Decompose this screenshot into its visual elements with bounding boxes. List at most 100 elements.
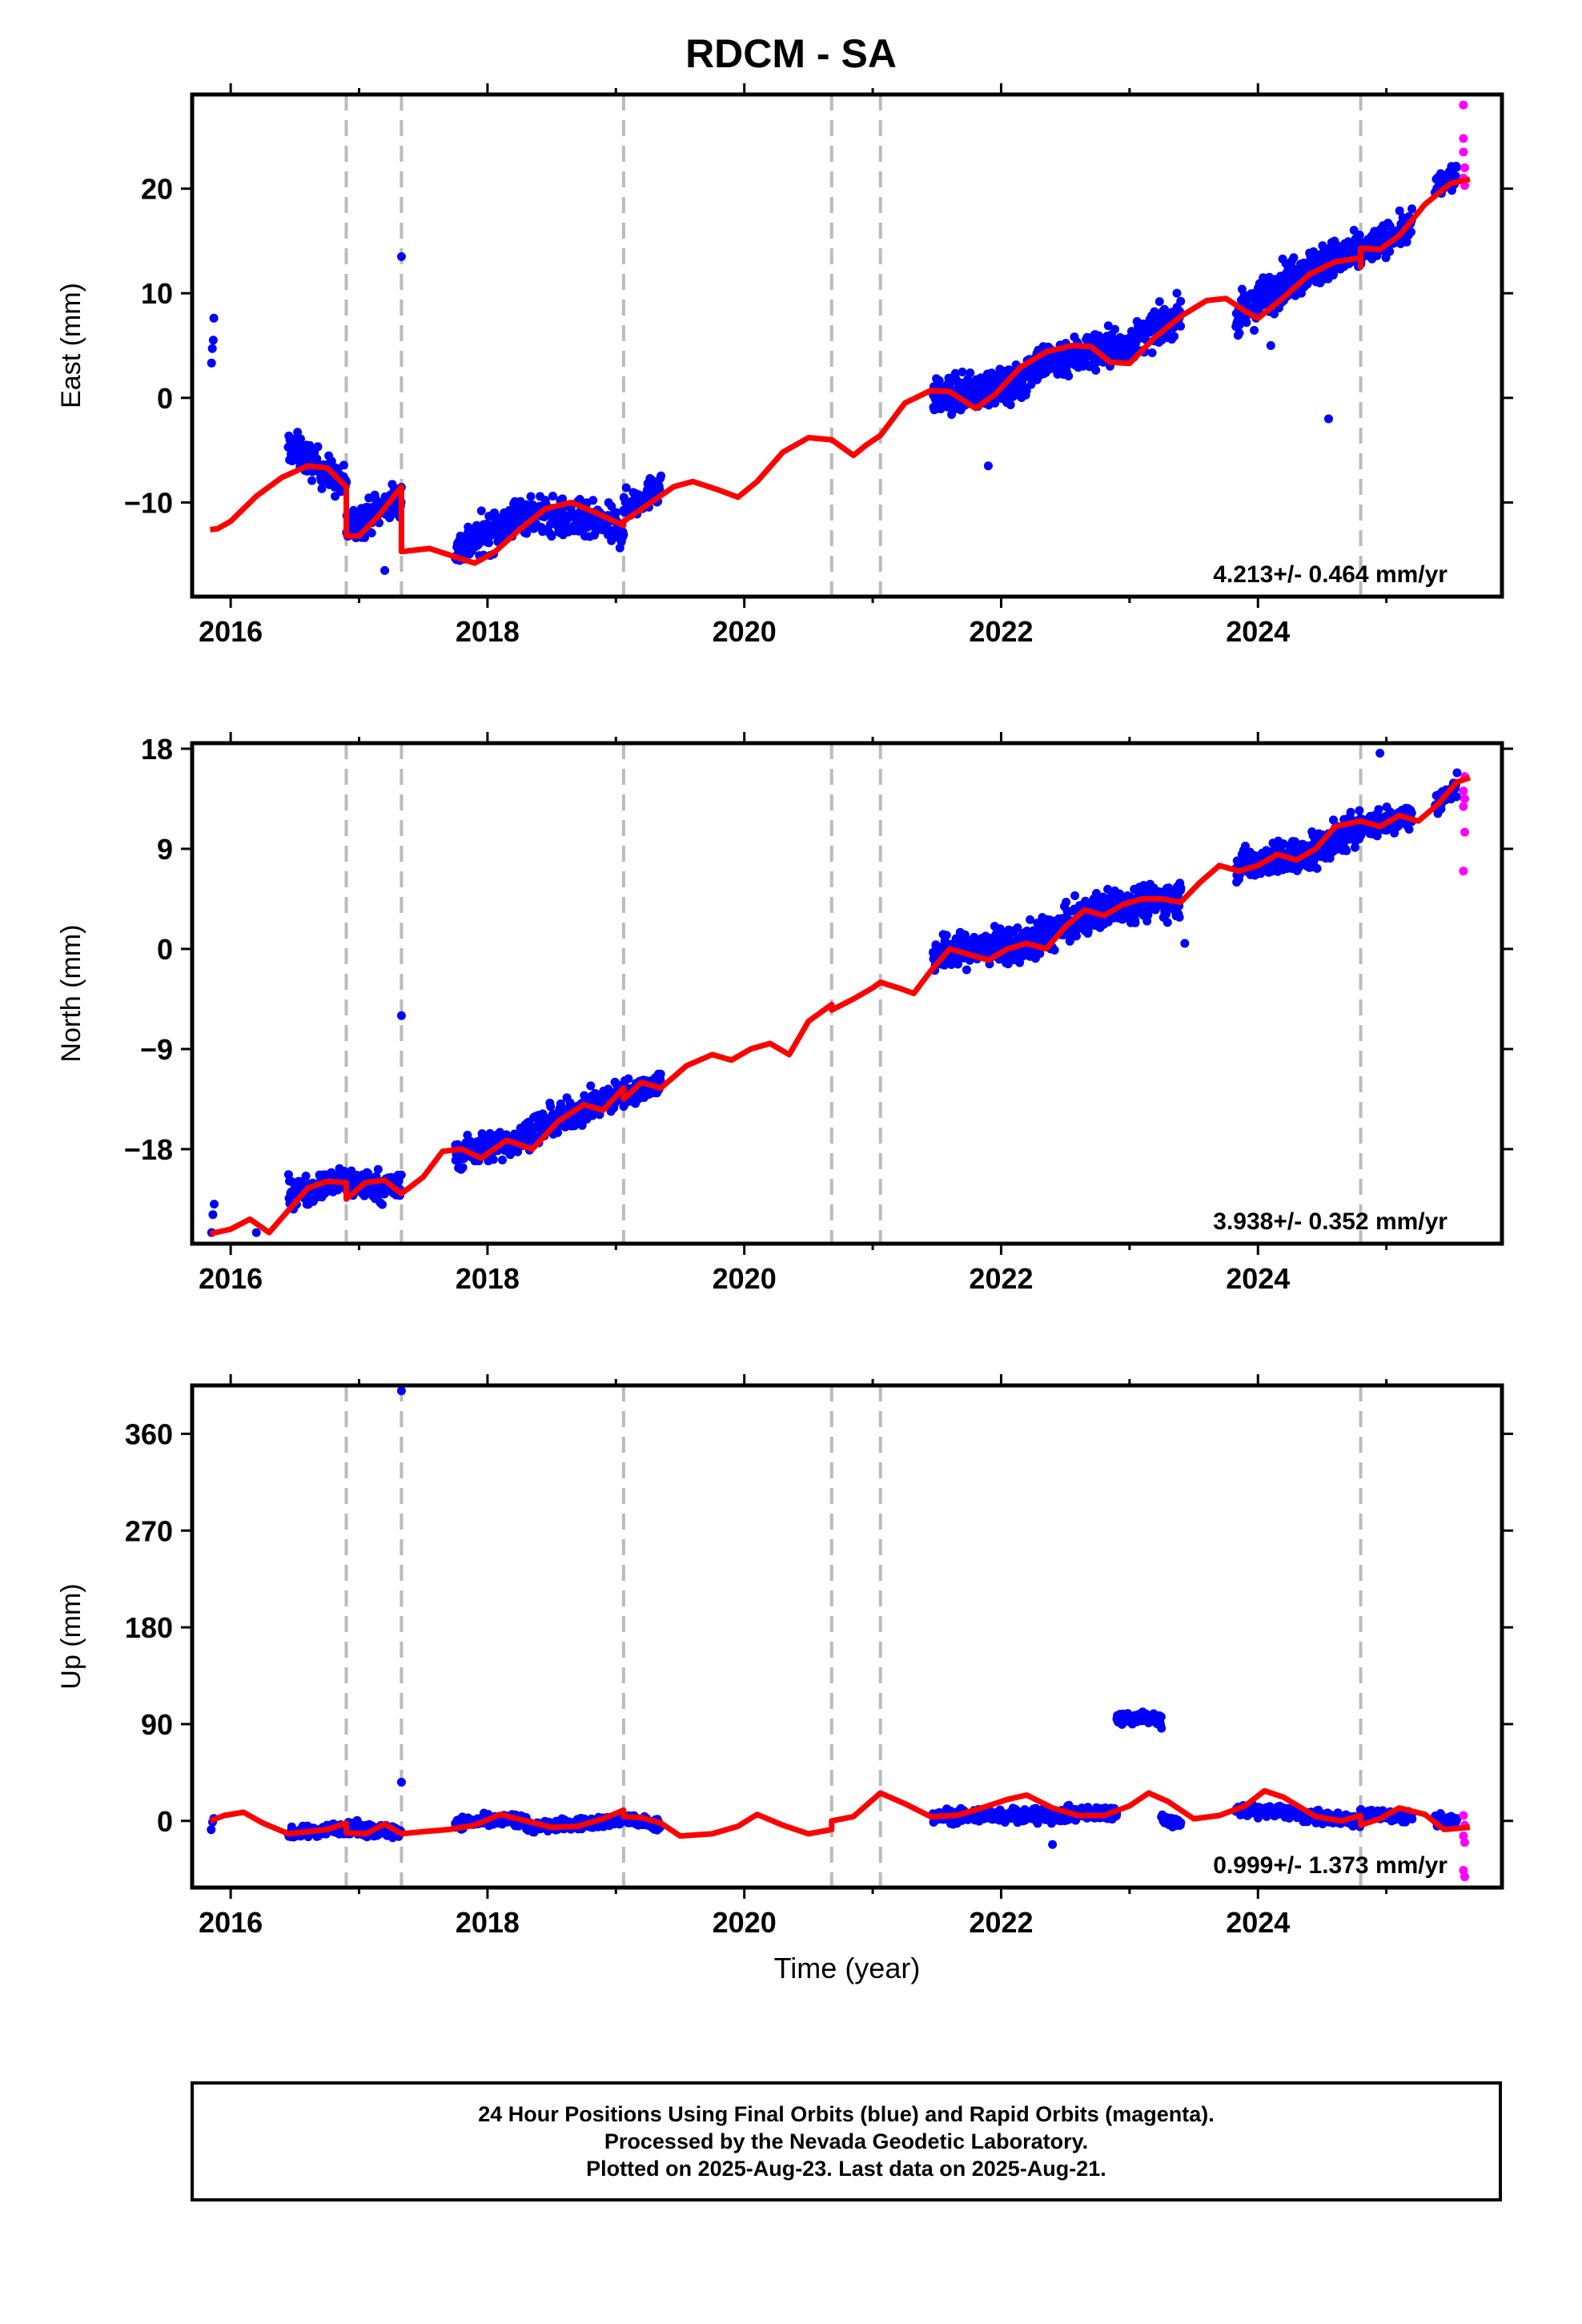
east-final-point-1239 <box>1242 318 1251 328</box>
north-final-point-723 <box>962 965 971 975</box>
east-final-point-94 <box>327 456 336 466</box>
north-final-point-1440 <box>1329 815 1338 825</box>
north-final-point-1052 <box>1103 884 1113 894</box>
north-final-point-1184 <box>1162 918 1172 927</box>
east-final-point-1602 <box>1407 227 1415 237</box>
east-final-point-574 <box>619 530 628 540</box>
east-final-point-175 <box>367 529 376 537</box>
up-final-point-1213 <box>1176 1818 1186 1827</box>
east-xtick-label-2016: 2016 <box>199 615 263 648</box>
north-final-point-702 <box>954 959 962 969</box>
north-rapid-point-3 <box>1460 794 1469 803</box>
north-final-point-1213 <box>1176 883 1186 893</box>
east-final-point-1646 <box>1323 414 1333 424</box>
east-ytick-label-3: 20 <box>141 173 173 206</box>
north-final-point-955 <box>1062 898 1071 907</box>
east-final-point-65 <box>313 442 323 452</box>
east-final-point-1645 <box>396 251 406 261</box>
east-final-point-1157 <box>1150 307 1159 316</box>
north-rapid-point-6 <box>1459 866 1468 876</box>
east-final-point-1257 <box>1250 326 1259 335</box>
east-final-point-1561 <box>1385 247 1395 256</box>
north-xtick-label-2020: 2020 <box>713 1262 777 1295</box>
east-final-point-1648 <box>380 565 390 575</box>
east-final-point-580 <box>621 483 631 493</box>
east-final-point-1152 <box>1147 348 1157 357</box>
north-final-point-1480 <box>1346 807 1355 817</box>
east-final-point-1 <box>207 358 216 368</box>
north-final-point-1644 <box>396 1011 406 1020</box>
east-model-line <box>210 176 1471 566</box>
up-plot-area <box>207 1385 1471 1888</box>
east-final-point-627 <box>647 475 656 485</box>
up-final-point-1 <box>207 1825 216 1835</box>
east-final-point-1303 <box>1270 309 1279 319</box>
north-final-point-1402 <box>1312 864 1322 873</box>
east-rapid-point-1 <box>1459 100 1468 110</box>
north-final-point-1026 <box>1092 889 1101 898</box>
east-rapid-point-4 <box>1460 163 1469 172</box>
north-final-point-1007 <box>1083 927 1093 936</box>
east-final-point-1348 <box>1289 253 1299 263</box>
east-final-point-1205 <box>1172 288 1182 298</box>
east-final-point-4 <box>209 313 219 323</box>
east-final-point-1199 <box>1170 332 1179 341</box>
east-final-point-1647 <box>1266 341 1275 350</box>
east-final-point-1644 <box>1452 163 1462 172</box>
east-ytick-label-0: −10 <box>124 486 173 519</box>
east-final-point-49 <box>305 440 315 450</box>
east-final-point-1604 <box>1407 204 1417 214</box>
north-final-point-1602 <box>1407 808 1416 818</box>
east-final-point-3 <box>208 336 218 345</box>
north-plot-area <box>207 743 1472 1244</box>
north-model-line <box>209 774 1472 1236</box>
north-final-point-1642 <box>1452 792 1461 802</box>
east-final-point-1649 <box>983 461 993 471</box>
north-rapid-point-4 <box>1459 802 1468 811</box>
north-final-point-929 <box>1050 946 1059 955</box>
north-frame <box>190 741 1504 1246</box>
north-final-point-40 <box>301 1172 311 1180</box>
east-final-point-437 <box>548 492 557 501</box>
north-final-point-1643 <box>1452 768 1462 778</box>
east-final-point-394 <box>526 492 536 501</box>
north-ytick-label-2: 0 <box>157 933 173 966</box>
east-final-point-24 <box>293 428 303 437</box>
north-ylabel: North (mm) <box>56 925 86 1063</box>
north-final-point-1536 <box>1372 831 1382 841</box>
east-final-point-1055 <box>1103 321 1113 331</box>
east-ytick-label-1: 0 <box>157 382 173 415</box>
east-ytick-label-2: 10 <box>141 277 173 310</box>
north-ytick-label-3: 9 <box>157 833 173 866</box>
north-final-point-1210 <box>1174 912 1184 922</box>
east-xtick-label-2024: 2024 <box>1226 615 1290 648</box>
east-rapid-point-2 <box>1459 134 1468 143</box>
north-final-point-1597 <box>1404 825 1414 834</box>
east-xtick-label-2022: 2022 <box>969 615 1033 648</box>
north-ytick-label-4: 18 <box>141 733 173 766</box>
north-final-point-233 <box>396 1170 406 1180</box>
east-final-point-644 <box>656 471 666 480</box>
north-final-point-1114 <box>1130 918 1140 927</box>
east-final-point-864 <box>1022 386 1031 396</box>
east-rapid-point-3 <box>1459 147 1468 157</box>
east-final-point-1025 <box>1091 365 1101 375</box>
north-final-point-1235 <box>1241 842 1250 850</box>
east-final-point-1222 <box>1235 328 1244 338</box>
north-final-point-4 <box>283 1170 293 1180</box>
east-final-point-30 <box>296 434 305 444</box>
east-final-point-386 <box>522 529 532 538</box>
east-final-point-1642 <box>1452 171 1460 181</box>
north-final-point-643 <box>656 1069 665 1079</box>
north-final-point-432 <box>546 1102 556 1112</box>
east-rate-label: 4.213+/- 0.464 mm/yr <box>1213 561 1447 588</box>
east-final-point-334 <box>498 532 508 541</box>
up-final-point-1173 <box>1157 1723 1166 1733</box>
east-final-point-1168 <box>1154 297 1164 307</box>
north-final-point-1646 <box>251 1228 261 1237</box>
east-plot-area <box>207 94 1471 597</box>
north-final-point-469 <box>565 1098 575 1108</box>
north-final-point-333 <box>498 1156 507 1164</box>
